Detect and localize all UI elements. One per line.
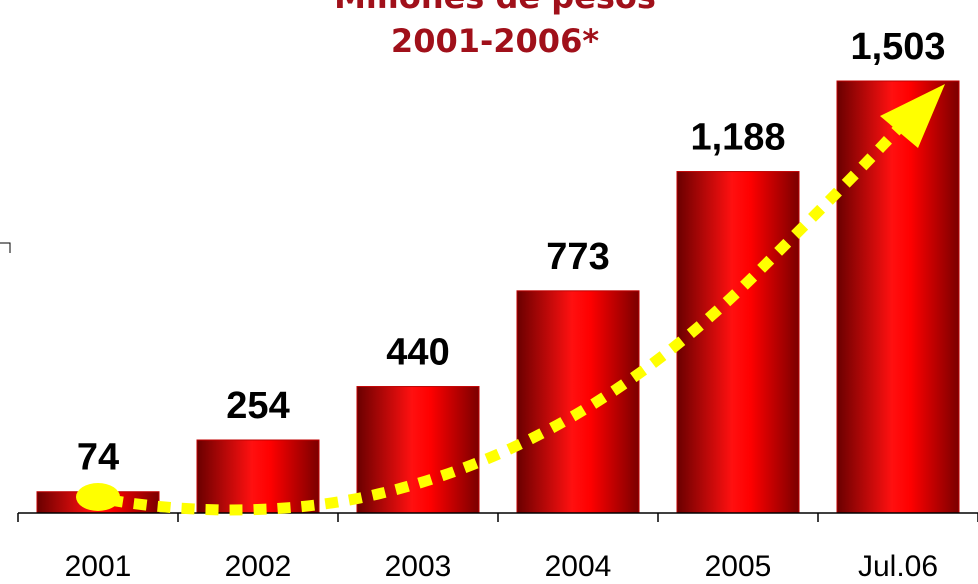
value-label: 254 <box>226 385 289 427</box>
value-label: 1,503 <box>850 26 945 68</box>
x-tick-label: 2002 <box>225 550 292 583</box>
value-label: 773 <box>546 236 609 278</box>
bar <box>676 171 800 514</box>
value-label: 74 <box>77 437 119 479</box>
bar <box>836 80 960 514</box>
axis-fragment <box>0 242 11 253</box>
x-tick-label: Jul.06 <box>858 550 938 583</box>
bar <box>516 290 640 514</box>
trend-line <box>109 106 920 516</box>
value-label: 440 <box>386 332 449 374</box>
chart-title: Millones de pesos <box>334 0 656 16</box>
arrow-head <box>880 84 945 148</box>
value-label: 1,188 <box>690 117 785 159</box>
x-tick-label: 2001 <box>65 550 132 583</box>
x-tick-label: 2003 <box>385 550 452 583</box>
trend-start <box>76 483 120 511</box>
chart-subtitle: 2001-2006* <box>391 22 599 60</box>
bars <box>36 80 960 514</box>
trend-arrow <box>76 84 945 516</box>
x-tick-label: 2005 <box>705 550 772 583</box>
bar <box>196 439 320 514</box>
x-tick-label: 2004 <box>545 550 612 583</box>
